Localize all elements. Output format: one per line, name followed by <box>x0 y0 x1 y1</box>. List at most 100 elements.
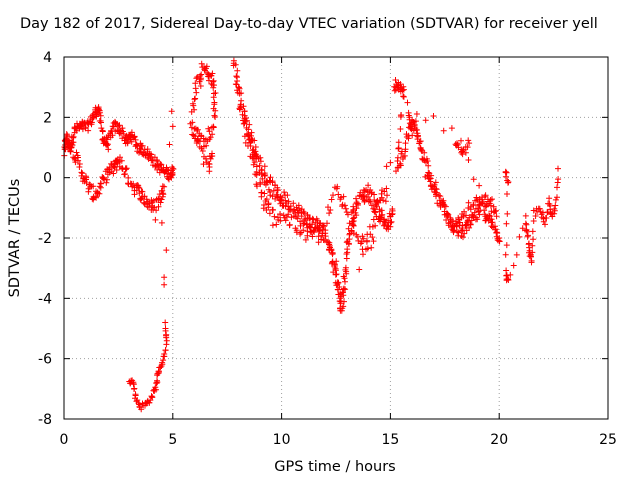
data-point <box>342 205 349 212</box>
data-point <box>211 112 218 119</box>
data-point <box>271 213 278 220</box>
data-point <box>207 155 214 162</box>
data-point <box>486 212 492 219</box>
data-point <box>366 223 373 230</box>
data-point <box>353 195 359 202</box>
data-point <box>152 216 159 223</box>
data-point <box>357 240 364 247</box>
data-point <box>413 111 420 117</box>
data-point <box>412 118 419 125</box>
data-point <box>277 217 284 224</box>
data-point <box>363 238 370 245</box>
data-point <box>103 179 110 186</box>
data-point <box>503 267 510 274</box>
data-point <box>426 176 433 182</box>
data-point <box>345 211 351 218</box>
data-point <box>415 132 421 139</box>
data-point <box>90 183 97 190</box>
data-point <box>466 224 473 231</box>
data-point <box>131 191 138 198</box>
data-point <box>422 117 429 124</box>
data-point <box>257 158 264 165</box>
data-point <box>109 132 116 139</box>
data-point <box>487 202 494 209</box>
data-point <box>370 238 377 245</box>
data-point <box>397 126 404 132</box>
data-point <box>230 57 237 64</box>
data-point <box>354 200 361 207</box>
data-point <box>315 233 322 240</box>
data-point <box>256 162 263 169</box>
data-point <box>122 171 128 177</box>
data-point <box>169 165 176 172</box>
data-point <box>442 203 449 210</box>
data-point <box>123 165 130 172</box>
data-point <box>248 129 255 136</box>
data-point <box>341 298 347 305</box>
data-point <box>96 190 103 197</box>
data-point <box>261 172 268 179</box>
data-point <box>304 211 311 218</box>
data-point <box>161 281 168 288</box>
data-point <box>285 198 292 205</box>
data-point <box>322 233 329 240</box>
data-point <box>326 239 333 246</box>
grid-lines <box>64 57 608 419</box>
data-point <box>315 239 322 246</box>
data-point <box>110 170 117 177</box>
data-point <box>476 182 483 189</box>
data-point <box>489 219 496 226</box>
data-point <box>241 108 248 115</box>
data-point <box>309 221 316 228</box>
data-point <box>94 110 101 117</box>
data-point <box>425 169 432 176</box>
chart-title: Day 182 of 2017, Sidereal Day-to-day VTE… <box>20 16 598 32</box>
data-point <box>208 72 215 79</box>
data-point <box>269 206 276 213</box>
data-point <box>79 170 86 177</box>
data-point <box>334 279 341 286</box>
data-point <box>488 216 495 223</box>
data-point <box>278 194 285 201</box>
data-point <box>212 90 219 96</box>
data-point <box>400 86 407 93</box>
data-point <box>473 194 480 201</box>
data-point <box>92 104 99 111</box>
data-point <box>212 114 219 120</box>
data-point <box>253 163 260 170</box>
data-point <box>407 125 414 132</box>
data-point <box>476 211 483 218</box>
data-point <box>324 220 330 227</box>
data-point <box>507 271 514 278</box>
data-point <box>246 136 253 143</box>
data-point <box>364 245 371 252</box>
data-point <box>336 284 343 290</box>
data-point <box>210 84 217 91</box>
data-point <box>288 214 295 221</box>
data-point <box>321 223 327 230</box>
data-point <box>105 146 112 153</box>
data-point <box>294 215 301 222</box>
data-point <box>505 277 512 283</box>
data-point <box>194 74 201 80</box>
y-axis-label: SDTVAR / TECUs <box>7 179 23 298</box>
data-point <box>68 144 75 151</box>
data-point <box>131 133 138 140</box>
x-tick-label: 25 <box>599 432 617 448</box>
data-point <box>196 130 203 137</box>
data-point <box>155 203 162 210</box>
data-point <box>431 186 438 193</box>
data-point <box>452 220 459 227</box>
data-point <box>300 227 307 234</box>
data-point <box>277 211 284 218</box>
data-point <box>479 196 486 203</box>
data-point <box>365 182 372 189</box>
data-point <box>505 179 512 185</box>
data-point <box>400 83 407 90</box>
data-point <box>522 212 529 219</box>
data-point <box>462 149 469 156</box>
data-point <box>247 143 254 149</box>
data-point <box>464 144 471 151</box>
data-point <box>261 163 268 170</box>
data-point <box>281 214 288 221</box>
